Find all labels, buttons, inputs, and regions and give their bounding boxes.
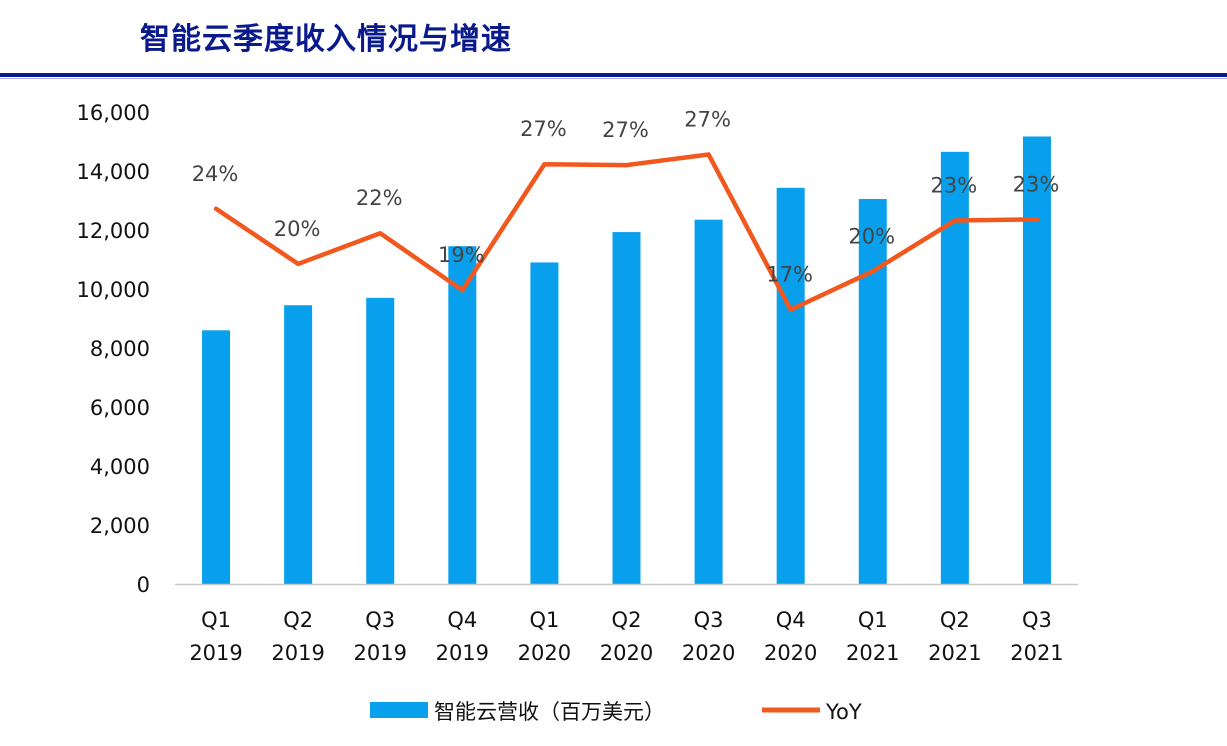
- x-tick-label-quarter: Q2: [283, 608, 313, 632]
- x-tick-label-quarter: Q3: [694, 608, 724, 632]
- legend-revenue-swatch: [370, 702, 428, 718]
- x-tick-label-quarter: Q1: [201, 608, 231, 632]
- y-tick-label: 10,000: [77, 278, 150, 302]
- yoy-data-label: 27%: [602, 118, 649, 142]
- yoy-data-label: 22%: [356, 186, 403, 210]
- x-tick-label-year: 2021: [928, 641, 981, 665]
- revenue-bar: [284, 305, 313, 584]
- yoy-data-label: 27%: [520, 117, 567, 141]
- header-divider-thin: [0, 78, 1227, 79]
- x-tick-label-quarter: Q4: [447, 608, 477, 632]
- x-tick-label-year: 2019: [436, 641, 489, 665]
- y-tick-label: 14,000: [77, 160, 150, 184]
- x-tick-label-quarter: Q4: [776, 608, 806, 632]
- x-tick-label-year: 2020: [764, 641, 817, 665]
- x-tick-label-year: 2020: [600, 641, 653, 665]
- yoy-line-series: [213, 152, 1040, 312]
- y-tick-label: 2,000: [90, 514, 150, 538]
- x-tick-label-year: 2019: [271, 641, 324, 665]
- revenue-bar: [1022, 136, 1051, 585]
- yoy-data-label: 23%: [1013, 172, 1060, 196]
- yoy-data-labels: 24% 20% 22% 19% 27% 27% 27% 17% 20% 23% 23%: [192, 107, 1060, 286]
- y-axis: 0 2,000 4,000 6,000 8,000 10,000 12,000 14,000 1…: [77, 101, 150, 597]
- yoy-data-label: 20%: [848, 224, 895, 248]
- x-tick-label-quarter: Q1: [529, 608, 559, 632]
- revenue-bars: [202, 136, 1051, 585]
- x-tick-label-year: 2021: [846, 641, 899, 665]
- revenue-bar: [776, 187, 805, 584]
- revenue-bar: [366, 297, 395, 584]
- x-axis-labels: Q1 2019 Q2 2019 Q3 2019 Q4 2019 Q1 2020 Q2 2020 Q3 20…: [189, 608, 1063, 665]
- yoy-data-label: 19%: [438, 243, 485, 267]
- y-tick-label: 16,000: [77, 101, 150, 125]
- legend: 智能云营收（百万美元） YoY: [370, 700, 862, 724]
- revenue-bar: [612, 232, 641, 584]
- revenue-bar: [858, 199, 887, 584]
- y-tick-label: 0: [137, 573, 150, 597]
- x-tick-label-quarter: Q2: [940, 608, 970, 632]
- x-tick-label-year: 2019: [354, 641, 407, 665]
- x-tick-label-quarter: Q3: [1022, 608, 1052, 632]
- legend-revenue-label: 智能云营收（百万美元）: [434, 700, 665, 724]
- x-tick-label-year: 2020: [682, 641, 735, 665]
- revenue-bar: [694, 219, 723, 585]
- yoy-data-label: 23%: [931, 174, 978, 198]
- legend-yoy-label: YoY: [825, 700, 862, 724]
- yoy-data-label: 27%: [684, 107, 731, 131]
- revenue-bar: [202, 330, 231, 584]
- x-tick-label-year: 2019: [189, 641, 242, 665]
- header-divider: [0, 73, 1227, 77]
- yoy-data-label: 20%: [274, 217, 321, 241]
- x-tick-label-quarter: Q1: [858, 608, 888, 632]
- page-title: 智能云季度收入情况与增速: [140, 22, 512, 57]
- revenue-bar: [530, 262, 559, 584]
- x-tick-label-year: 2021: [1010, 641, 1063, 665]
- revenue-bar: [448, 246, 477, 584]
- yoy-line: [213, 152, 1040, 312]
- yoy-data-label: 17%: [766, 263, 813, 287]
- x-tick-label-year: 2020: [518, 641, 571, 665]
- yoy-data-label: 24%: [192, 162, 239, 186]
- x-tick-label-quarter: Q3: [365, 608, 395, 632]
- y-tick-label: 4,000: [90, 455, 150, 479]
- y-tick-label: 6,000: [90, 396, 150, 420]
- y-tick-label: 8,000: [90, 337, 150, 361]
- x-tick-label-quarter: Q2: [612, 608, 642, 632]
- y-tick-label: 12,000: [77, 219, 150, 243]
- revenue-bar: [940, 151, 969, 584]
